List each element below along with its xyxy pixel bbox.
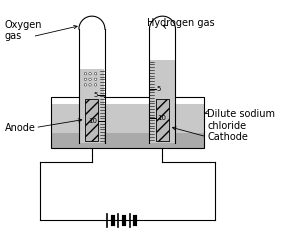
Circle shape [94, 84, 97, 86]
Text: 10: 10 [157, 115, 166, 121]
Bar [80, 69, 104, 143]
Circle shape [89, 84, 91, 86]
Circle shape [84, 84, 87, 86]
Text: Anode: Anode [5, 122, 36, 132]
Text: Dilute sodium
chloride: Dilute sodium chloride [207, 109, 275, 131]
Bar [51, 97, 204, 148]
Bar [51, 133, 204, 148]
Circle shape [94, 72, 97, 75]
Text: Oxygen
gas: Oxygen gas [5, 20, 42, 41]
Wedge shape [151, 29, 175, 41]
Bar [151, 60, 175, 143]
Circle shape [89, 78, 91, 81]
Text: Hydrogen gas: Hydrogen gas [147, 18, 214, 28]
Wedge shape [80, 29, 104, 41]
Text: 5: 5 [157, 86, 161, 92]
Bar [151, 29, 175, 60]
Text: 10: 10 [89, 118, 97, 124]
Bar [80, 29, 104, 69]
Circle shape [84, 72, 87, 75]
Bar [85, 99, 99, 141]
Text: Cathode: Cathode [207, 132, 248, 142]
Bar [156, 99, 169, 141]
Bar [51, 104, 204, 133]
Circle shape [89, 72, 91, 75]
Circle shape [84, 78, 87, 81]
Text: 5: 5 [93, 92, 97, 98]
Circle shape [94, 78, 97, 81]
